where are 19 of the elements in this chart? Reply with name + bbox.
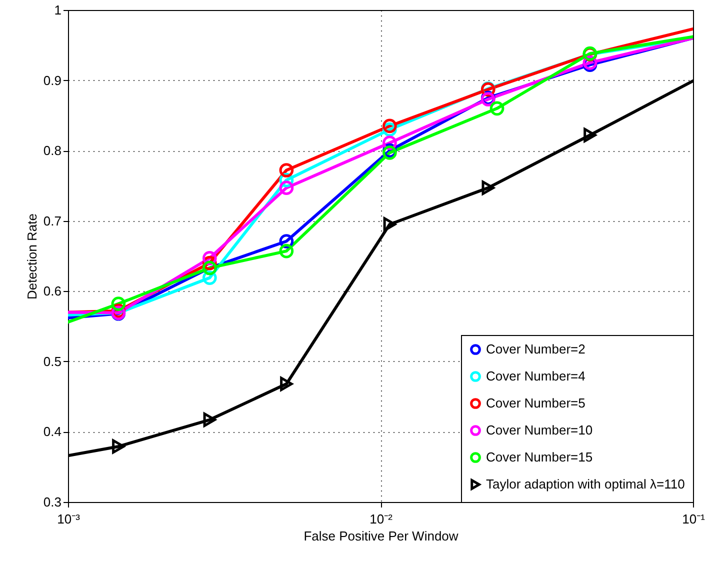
x-tick-label: 10⁻³	[57, 512, 81, 526]
y-tick-label: 0.7	[43, 213, 62, 228]
legend-label: Cover Number=15	[486, 450, 593, 464]
legend-label: Taylor adaption with optimal λ=110	[486, 476, 685, 492]
x-tick-label: 10⁻¹	[682, 512, 706, 526]
y-tick-label: 0.6	[43, 284, 62, 299]
y-tick-label: 0.8	[43, 143, 62, 158]
y-tick-label: 0.3	[43, 494, 62, 510]
x-axis-title: False Positive Per Window	[304, 528, 459, 544]
legend-label: Cover Number=2	[486, 342, 586, 356]
y-tick-label: 0.5	[43, 354, 62, 369]
legend-label: Cover Number=4	[486, 368, 586, 384]
y-axis-title: Detection Rate	[24, 214, 40, 300]
y-tick-label: 1	[54, 2, 62, 18]
y-tick-label: 0.4	[43, 424, 62, 440]
y-tick-label: 0.9	[43, 72, 62, 88]
legend-label: Cover Number=5	[486, 396, 586, 410]
x-tick-label: 10⁻²	[370, 512, 394, 526]
legend-label: Cover Number=10	[486, 422, 593, 438]
